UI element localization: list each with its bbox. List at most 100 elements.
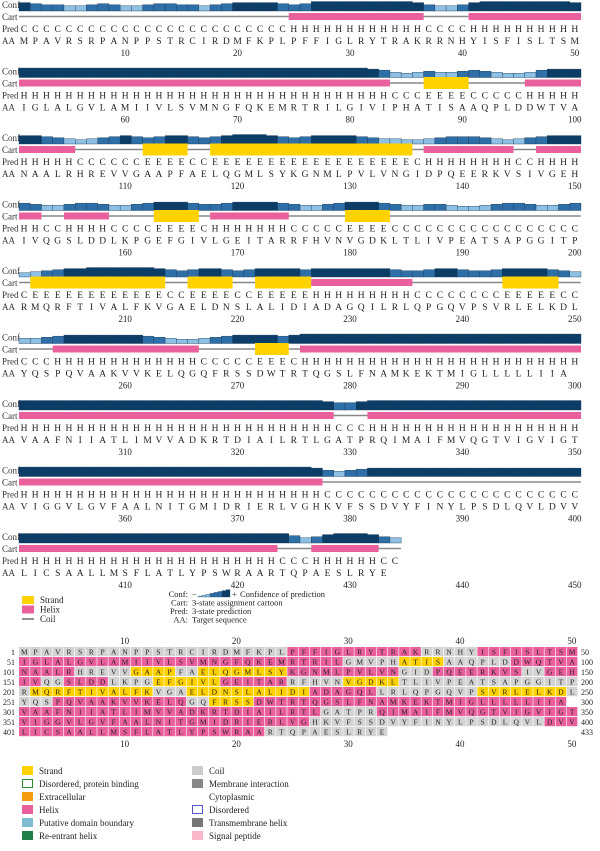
confidence-bar: [142, 400, 155, 411]
pred-letter: H: [110, 358, 117, 368]
residue-cell: [74, 727, 86, 737]
aa-letter: A: [459, 104, 466, 114]
pred-letter: H: [493, 424, 500, 434]
pred-letter: H: [257, 424, 264, 434]
residue-letter: N: [212, 658, 218, 667]
residue-letter: H: [569, 668, 575, 677]
aa-letter: K: [403, 370, 410, 380]
residue-cell: [566, 707, 578, 717]
residue-letter: G: [335, 648, 341, 657]
residue-cell: [141, 677, 153, 687]
residue-letter: Q: [536, 658, 542, 667]
residue-letter: R: [480, 668, 485, 677]
aa-letter: R: [482, 170, 489, 180]
aa-letter: P: [347, 170, 352, 180]
residue-letter: K: [256, 648, 262, 657]
pred-letter: E: [358, 158, 364, 168]
row-start-number: 201: [3, 688, 15, 697]
residue-cell: [186, 677, 198, 687]
residue-cell: [320, 657, 332, 667]
aa-letter: A: [414, 436, 421, 446]
residue-letter: R: [391, 688, 396, 697]
residue-letter: A: [245, 728, 251, 737]
residue-letter: R: [290, 708, 295, 717]
residue-cell: [410, 647, 421, 657]
confidence-bar: [119, 67, 132, 78]
aa-letter: A: [43, 170, 50, 180]
residue-letter: G: [55, 678, 61, 687]
pred-letter: H: [335, 291, 342, 301]
residue-cell: [220, 677, 231, 687]
confidence-bar: [378, 536, 391, 544]
residue-cell: [220, 667, 231, 677]
residue-cell: [86, 657, 97, 667]
residue-cell: [432, 707, 444, 717]
position-tick: 180: [343, 248, 357, 258]
confidence-bar: [254, 2, 267, 12]
aa-letter: G: [560, 436, 567, 446]
pred-letter: H: [504, 25, 511, 35]
pred-letter: C: [279, 557, 285, 567]
aa-letter: L: [538, 303, 544, 313]
aa-letter: I: [213, 503, 216, 513]
pred-letter: H: [526, 92, 533, 102]
residue-cell: [153, 727, 164, 737]
confidence-bar: [367, 137, 379, 145]
aa-letter: L: [77, 503, 83, 513]
pred-letter: H: [43, 158, 50, 168]
confidence-bar: [30, 271, 42, 278]
residue-letter: A: [133, 718, 139, 727]
confidence-bar: [198, 137, 211, 145]
confidence-bar: [131, 136, 143, 145]
residue-letter: R: [67, 648, 72, 657]
pred-letter: H: [212, 225, 219, 235]
confidence-bar: [445, 467, 458, 477]
aa-letter: I: [382, 104, 385, 114]
pred-letter: E: [381, 158, 387, 168]
residue-letter: V: [100, 688, 106, 697]
confidence-bar: [41, 400, 53, 411]
residue-letter: L: [313, 708, 318, 717]
aa-letter: M: [447, 370, 456, 380]
confidence-bar: [52, 269, 65, 278]
confidence-bar: [434, 400, 447, 411]
aa-letter: I: [247, 503, 250, 513]
pred-letter: H: [178, 92, 185, 102]
pred-letter: E: [291, 158, 297, 168]
residue-cell: [399, 687, 410, 697]
residue-cell: [276, 727, 287, 737]
pred-letter: H: [571, 92, 578, 102]
aa-letter: I: [169, 503, 172, 513]
position-tick: 400: [568, 514, 582, 524]
pred-letter: E: [190, 225, 196, 235]
pred-letter: H: [538, 358, 545, 368]
aa-letter: N: [448, 37, 455, 47]
confidence-bar: [18, 400, 31, 411]
aa-letter: R: [358, 37, 365, 47]
aa-letter: I: [135, 436, 138, 446]
residue-letter: R: [212, 648, 217, 657]
pred-letter: H: [369, 557, 376, 567]
helix-segment: [19, 545, 278, 552]
aa-letter: I: [427, 237, 430, 247]
residue-cell: [443, 697, 455, 707]
residue-cell: [41, 697, 52, 707]
aa-letter: D: [380, 503, 387, 513]
residue-cell: [97, 667, 108, 677]
confidence-bar: [232, 533, 244, 544]
aa-letter: G: [223, 237, 230, 247]
pred-letter: C: [234, 25, 240, 35]
residue-cell: [399, 707, 410, 717]
residue-letter: F: [56, 708, 60, 717]
row-label-conf: Conf: [2, 333, 20, 343]
confidence-bar: [108, 466, 121, 477]
pred-letter: H: [369, 358, 376, 368]
aa-letter: T: [280, 569, 286, 579]
pred-letter: H: [459, 158, 466, 168]
residue-letter: V: [66, 718, 72, 727]
pred-letter: E: [89, 291, 95, 301]
residue-letter: H: [312, 718, 318, 727]
residue-letter: R: [89, 648, 94, 657]
residue-letter: V: [435, 678, 441, 687]
pred-letter: H: [133, 92, 140, 102]
